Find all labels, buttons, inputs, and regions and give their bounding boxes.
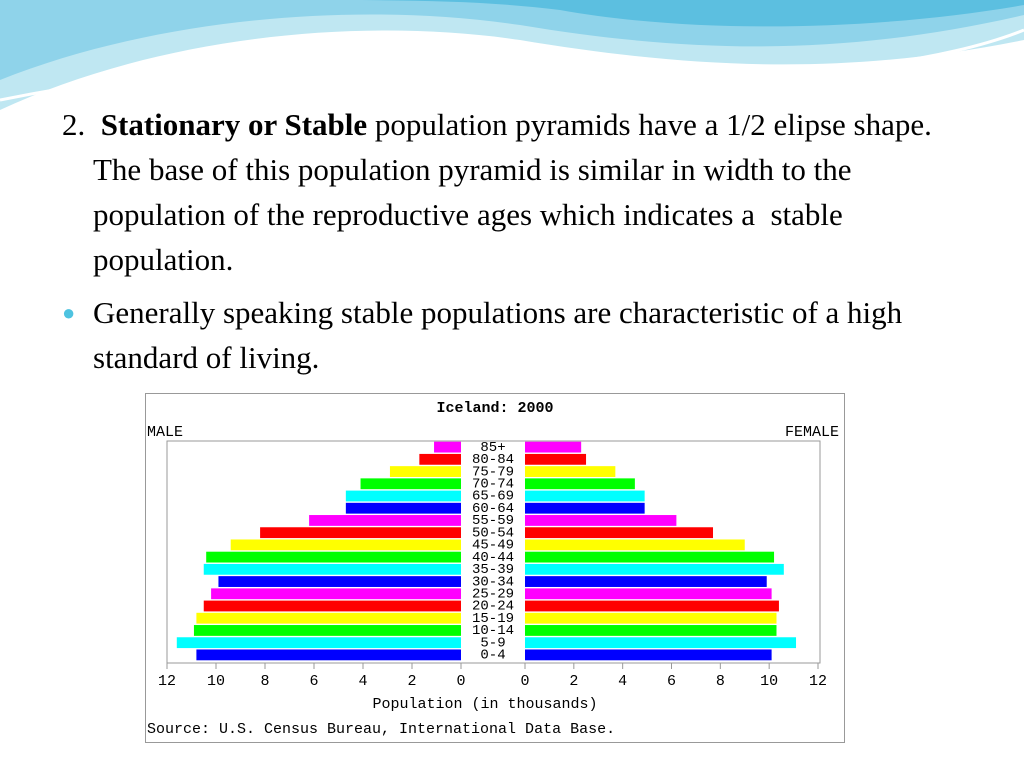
left-label: MALE (147, 424, 183, 441)
male-bar (193, 625, 461, 636)
age-label: 85+ (480, 440, 505, 456)
female-bar (525, 466, 616, 477)
male-bar (389, 466, 461, 477)
female-bar (525, 502, 645, 514)
bullet: ● (62, 300, 76, 325)
x-tick-label: 10 (760, 673, 778, 690)
male-bar (345, 490, 461, 502)
age-label: 5-9 (480, 635, 505, 651)
age-label: 20-24 (472, 599, 514, 615)
pyramid-chart: Iceland: 2000 MALE FEMALE Population (in… (145, 393, 845, 743)
age-label: 35-39 (472, 562, 514, 578)
age-label: 25-29 (472, 586, 514, 602)
chart-title: Iceland: 2000 (436, 400, 553, 417)
male-bar (211, 588, 461, 600)
female-bar (525, 490, 645, 502)
header-wave (0, 0, 1024, 110)
x-tick-label: 8 (716, 673, 725, 690)
male-bar (419, 453, 461, 465)
age-label: 40-44 (472, 550, 514, 566)
item-number: 2. (62, 107, 86, 142)
age-label: 10-14 (472, 623, 514, 639)
male-bar (203, 600, 461, 612)
x-tick-label: 10 (207, 673, 225, 690)
male-bar (203, 563, 461, 575)
male-bar (260, 527, 461, 539)
male-bar (309, 515, 461, 526)
x-axis-label: Population (in thousands) (372, 696, 597, 713)
plot-frame (166, 440, 821, 664)
x-tick-label: 4 (618, 673, 627, 690)
female-bar (525, 478, 635, 490)
female-bar (525, 612, 777, 624)
male-bar (196, 649, 461, 661)
female-bar (525, 588, 772, 600)
x-tick-label: 6 (309, 673, 318, 690)
x-tick-label: 0 (520, 673, 529, 690)
female-bar (525, 515, 677, 526)
female-bar (525, 453, 587, 465)
item-bold: Stationary or Stable (100, 107, 368, 142)
female-bar (525, 539, 745, 551)
right-label: FEMALE (785, 424, 839, 441)
age-label: 60-64 (472, 501, 514, 517)
x-tick-label: 0 (456, 673, 465, 690)
age-label: 80-84 (472, 452, 514, 468)
male-bar (230, 539, 461, 551)
x-tick-label: 2 (407, 673, 416, 690)
bullet-item: ● Generally speaking stable populations a… (62, 290, 962, 380)
male-bar (218, 576, 461, 587)
x-tick-label: 12 (809, 673, 827, 690)
x-tick-label: 6 (667, 673, 676, 690)
x-tick-label: 12 (158, 673, 176, 690)
female-bar (525, 551, 775, 563)
female-bar (525, 600, 779, 612)
age-label: 75-79 (472, 464, 514, 480)
x-tick-label: 8 (260, 673, 269, 690)
age-label: 15-19 (472, 611, 514, 627)
male-bar (206, 551, 461, 563)
age-label: 30-34 (472, 574, 514, 590)
male-bar (434, 441, 461, 453)
age-label: 65-69 (472, 489, 514, 505)
numbered-item: 2. Stationary or Stable population pyram… (62, 102, 962, 282)
x-tick-label: 4 (358, 673, 367, 690)
x-tick-label: 2 (569, 673, 578, 690)
male-bar (196, 612, 461, 624)
female-bar (525, 649, 772, 661)
male-bar (345, 502, 461, 514)
age-label: 45-49 (472, 538, 514, 554)
female-bar (525, 625, 777, 636)
male-bar (176, 637, 462, 649)
source: Source: U.S. Census Bureau, Internationa… (147, 721, 615, 738)
female-bar (525, 527, 714, 539)
age-label: 70-74 (472, 476, 514, 492)
female-bar (525, 563, 784, 575)
item-text: Generally speaking stable populations ar… (93, 295, 910, 375)
female-bar (525, 576, 767, 587)
age-label: 55-59 (472, 513, 514, 529)
female-bar (525, 441, 582, 453)
age-label: 0-4 (480, 648, 505, 664)
slide-text: 2. Stationary or Stable population pyram… (62, 102, 962, 388)
female-bar (525, 637, 797, 649)
item-text: population pyramids have a 1/2 elipse sh… (93, 107, 947, 277)
age-label: 50-54 (472, 525, 514, 541)
male-bar (360, 478, 461, 490)
